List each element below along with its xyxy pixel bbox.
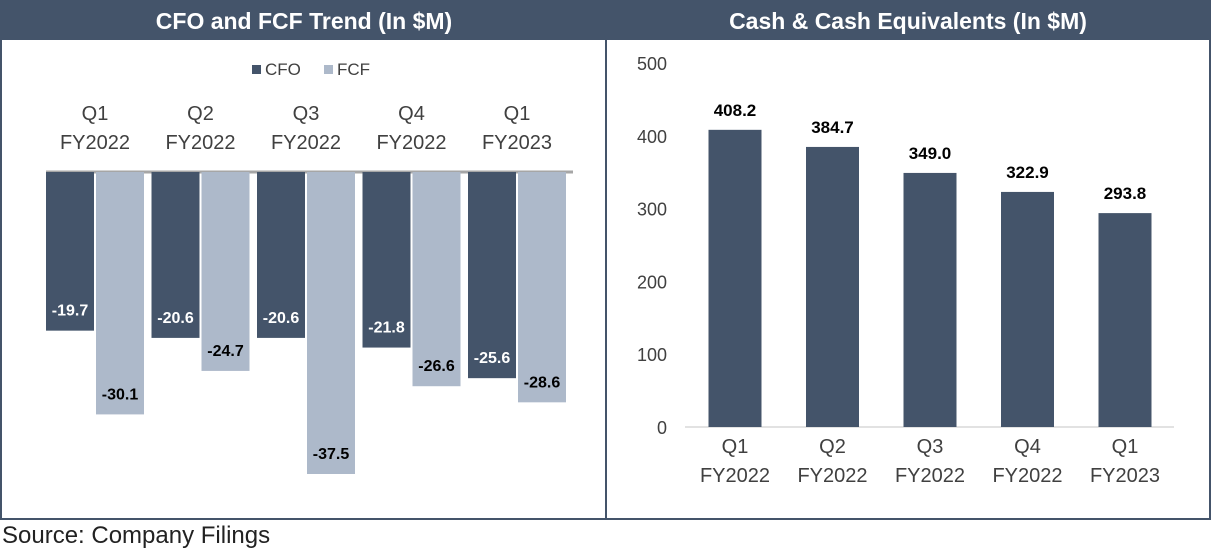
- cfo-fcf-chart-title: CFO and FCF Trend (In $M): [2, 2, 606, 40]
- bar-cash: [1098, 213, 1152, 427]
- x-tick-label-quarter: Q1: [1112, 436, 1139, 458]
- x-tick-label-quarter: Q3: [917, 436, 944, 458]
- bar-cfo: [46, 172, 94, 331]
- y-tick-label: 100: [637, 345, 667, 365]
- data-label-cfo: -20.6: [263, 310, 300, 327]
- y-tick-label: 500: [637, 54, 667, 74]
- bar-cfo: [257, 172, 305, 338]
- data-label-cash: 384.7: [811, 118, 854, 137]
- bar-cash: [903, 172, 957, 427]
- legend-swatch-fcf: [324, 65, 333, 74]
- bar-cash: [1001, 191, 1054, 427]
- bar-fcf: [96, 172, 144, 415]
- x-tick-label-year: FY2022: [895, 465, 965, 487]
- bar-fcf: [307, 172, 355, 474]
- legend-swatch-cfo: [252, 65, 261, 74]
- data-label-fcf: -26.6: [418, 358, 455, 375]
- x-tick-label-year: FY2023: [482, 132, 552, 154]
- bar-cash: [708, 129, 762, 428]
- x-tick-label-year: FY2022: [271, 132, 341, 154]
- bar-cfo: [362, 172, 411, 348]
- x-tick-label-quarter: Q1: [722, 436, 749, 458]
- y-tick-label: 400: [637, 127, 667, 147]
- data-label-cfo: -21.8: [368, 320, 405, 337]
- x-tick-label-year: FY2022: [797, 465, 867, 487]
- y-tick-label: 300: [637, 200, 667, 220]
- bar-cfo: [468, 172, 516, 379]
- bar-cfo: [151, 172, 200, 338]
- x-tick-label-quarter: Q1: [82, 103, 109, 125]
- bar-cash: [806, 146, 859, 427]
- x-tick-label-year: FY2022: [165, 132, 235, 154]
- y-tick-label: 0: [657, 418, 667, 438]
- x-tick-label-quarter: Q3: [293, 103, 320, 125]
- cash-chart-title: Cash & Cash Equivalents (In $M): [607, 2, 1209, 40]
- bar-fcf: [201, 172, 250, 371]
- x-tick-label-year: FY2022: [376, 132, 446, 154]
- data-label-fcf: -30.1: [102, 386, 139, 403]
- x-tick-label-year: FY2022: [992, 465, 1062, 487]
- cash-chart-panel: Cash & Cash Equivalents (In $M) 0 100 200 3…: [605, 0, 1211, 520]
- legend-label-cfo: CFO: [265, 60, 301, 79]
- data-label-cash: 322.9: [1006, 163, 1049, 182]
- data-label-fcf: -24.7: [207, 343, 244, 360]
- data-label-fcf: -28.6: [524, 374, 561, 391]
- x-tick-label-quarter: Q2: [819, 436, 846, 458]
- bar-fcf: [518, 172, 566, 403]
- legend-label-fcf: FCF: [337, 60, 370, 79]
- data-label-cfo: -19.7: [52, 303, 89, 320]
- x-tick-label-quarter: Q2: [187, 103, 214, 125]
- data-label-cfo: -20.6: [157, 310, 194, 327]
- data-label-cash: 349.0: [909, 144, 952, 163]
- data-label-cash: 408.2: [714, 101, 757, 120]
- x-tick-label-year: FY2022: [700, 465, 770, 487]
- cfo-fcf-chart: CFO FCF Q1 FY2022 -19.7 -30.1 Q2 FY2022 -20.6 -24…: [46, 60, 573, 474]
- bar-fcf: [412, 172, 461, 387]
- x-tick-label-quarter: Q4: [398, 103, 425, 125]
- source-note: Source: Company Filings: [2, 522, 271, 549]
- data-label-cfo: -25.6: [474, 350, 511, 367]
- x-tick-label-year: FY2023: [1090, 465, 1160, 487]
- x-tick-label-quarter: Q4: [1014, 436, 1041, 458]
- data-label-fcf: -37.5: [313, 446, 350, 463]
- y-tick-label: 200: [637, 272, 667, 292]
- cash-chart: 0 100 200 300 400 500 408.2 Q1 FY2022 384.7 Q2 FY20…: [637, 54, 1174, 487]
- x-tick-label-quarter: Q1: [504, 103, 531, 125]
- data-label-cash: 293.8: [1104, 184, 1147, 203]
- cfo-fcf-chart-panel: CFO and FCF Trend (In $M) CFO FCF Q1 FY2022…: [0, 0, 608, 520]
- x-tick-label-year: FY2022: [60, 132, 130, 154]
